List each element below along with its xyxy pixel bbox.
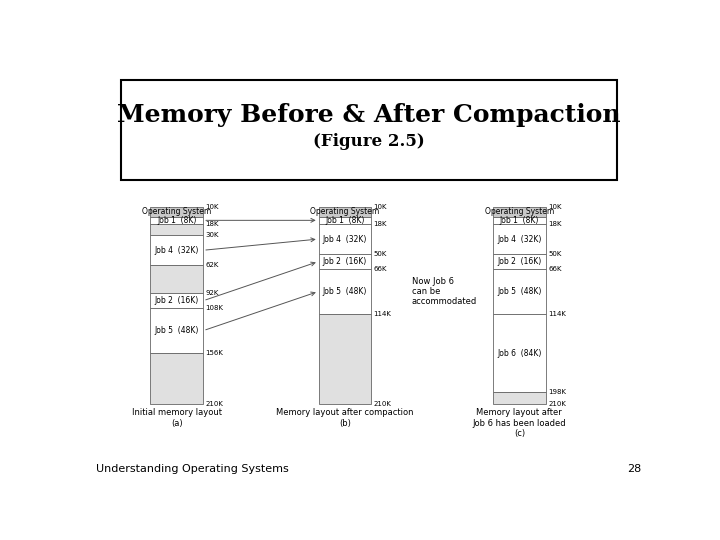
Text: 62K: 62K [205,262,219,268]
Text: Initial memory layout
(a): Initial memory layout (a) [132,408,222,428]
Bar [150,224,203,235]
Text: Job 1  (8K): Job 1 (8K) [500,216,539,225]
Bar [493,254,546,269]
Text: Job 4  (32K): Job 4 (32K) [498,234,541,244]
Bar [150,308,203,353]
Bar [319,217,372,224]
Text: Job 1  (8K): Job 1 (8K) [325,216,364,225]
Text: 18K: 18K [374,221,387,227]
Bar [150,353,203,403]
Text: Job 4  (32K): Job 4 (32K) [323,234,367,244]
Text: Job 2  (16K): Job 2 (16K) [498,257,541,266]
Text: 66K: 66K [374,266,387,272]
Text: Job 5  (48K): Job 5 (48K) [498,287,541,296]
Text: 10K: 10K [548,204,562,210]
Bar [150,265,203,293]
Text: 10K: 10K [374,204,387,210]
Bar [493,207,546,217]
Text: Job 1  (8K): Job 1 (8K) [157,216,197,225]
Text: Operating System: Operating System [142,207,212,217]
Text: 18K: 18K [548,221,562,227]
Bar [150,217,203,224]
Bar [319,269,372,314]
Text: 108K: 108K [205,305,223,311]
Bar [493,314,546,393]
Bar [319,207,372,217]
Bar [150,235,203,265]
Text: Job 2  (16K): Job 2 (16K) [323,257,367,266]
Text: 30K: 30K [205,232,219,238]
Bar [319,314,372,403]
Bar [493,269,546,314]
Text: 18K: 18K [205,221,219,227]
Bar [150,293,203,308]
Text: Understanding Operating Systems: Understanding Operating Systems [96,464,289,475]
Text: Job 2  (16K): Job 2 (16K) [155,296,199,305]
Text: 156K: 156K [205,350,223,356]
Text: Job 4  (32K): Job 4 (32K) [155,246,199,255]
Text: Operating System: Operating System [310,207,379,217]
Text: 50K: 50K [374,251,387,257]
Text: Operating System: Operating System [485,207,554,217]
Text: Job 6  (84K): Job 6 (84K) [498,349,541,357]
Text: 28: 28 [628,464,642,475]
Text: 92K: 92K [205,291,219,296]
Text: Now Job 6
can be
accommodated: Now Job 6 can be accommodated [412,276,477,306]
Text: 210K: 210K [548,401,566,407]
Bar [493,393,546,403]
Text: 50K: 50K [548,251,562,257]
Text: 210K: 210K [374,401,392,407]
Text: Memory layout after
Job 6 has been loaded
(c): Memory layout after Job 6 has been loade… [472,408,566,438]
Text: 114K: 114K [548,311,566,317]
Bar [493,217,546,224]
Bar [150,207,203,217]
Bar [493,224,546,254]
Bar [121,80,617,180]
Text: Job 5  (48K): Job 5 (48K) [323,287,367,296]
Text: 210K: 210K [205,401,223,407]
Bar [319,254,372,269]
Text: Job 5  (48K): Job 5 (48K) [155,326,199,335]
Text: (Figure 2.5): (Figure 2.5) [313,133,425,150]
Text: 198K: 198K [548,389,566,395]
Text: Memory layout after compaction
(b): Memory layout after compaction (b) [276,408,414,428]
Bar [319,224,372,254]
Text: 114K: 114K [374,311,392,317]
Text: 66K: 66K [548,266,562,272]
Text: Memory Before & After Compaction: Memory Before & After Compaction [117,103,621,127]
Text: 10K: 10K [205,204,219,210]
